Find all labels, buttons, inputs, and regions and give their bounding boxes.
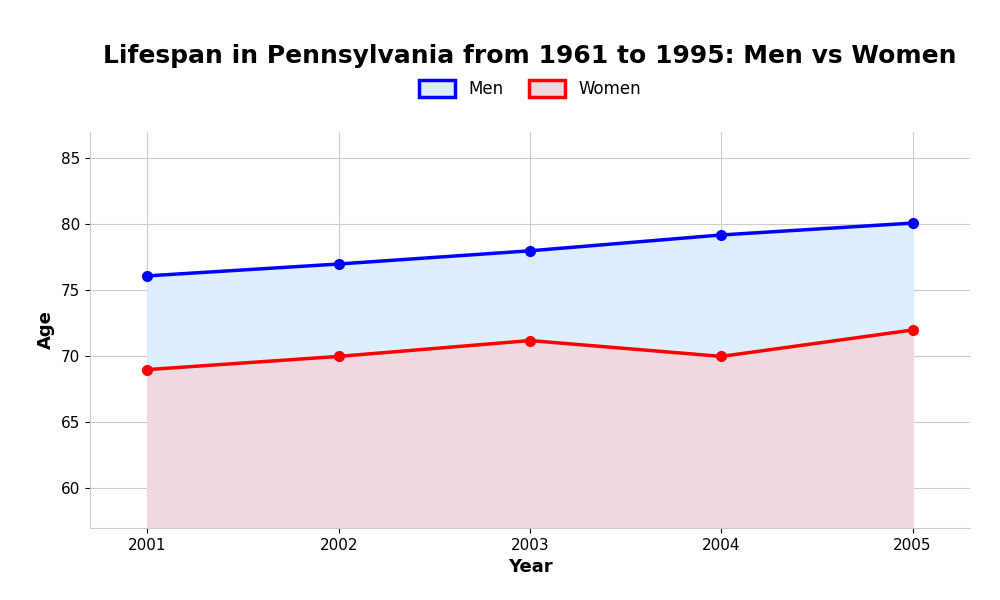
Women bbox=[715, 353, 727, 360]
Men bbox=[715, 232, 727, 239]
Title: Lifespan in Pennsylvania from 1961 to 1995: Men vs Women: Lifespan in Pennsylvania from 1961 to 19… bbox=[103, 44, 957, 68]
Women bbox=[141, 366, 153, 373]
Women bbox=[333, 353, 345, 360]
Line: Women: Women bbox=[143, 325, 917, 374]
Legend: Men, Women: Men, Women bbox=[412, 73, 648, 104]
Women bbox=[907, 326, 919, 334]
Men bbox=[141, 272, 153, 280]
Women bbox=[524, 337, 536, 344]
Men bbox=[524, 247, 536, 254]
Line: Men: Men bbox=[143, 218, 917, 281]
Y-axis label: Age: Age bbox=[37, 311, 55, 349]
X-axis label: Year: Year bbox=[508, 558, 552, 576]
Men bbox=[907, 220, 919, 227]
Men bbox=[333, 260, 345, 268]
